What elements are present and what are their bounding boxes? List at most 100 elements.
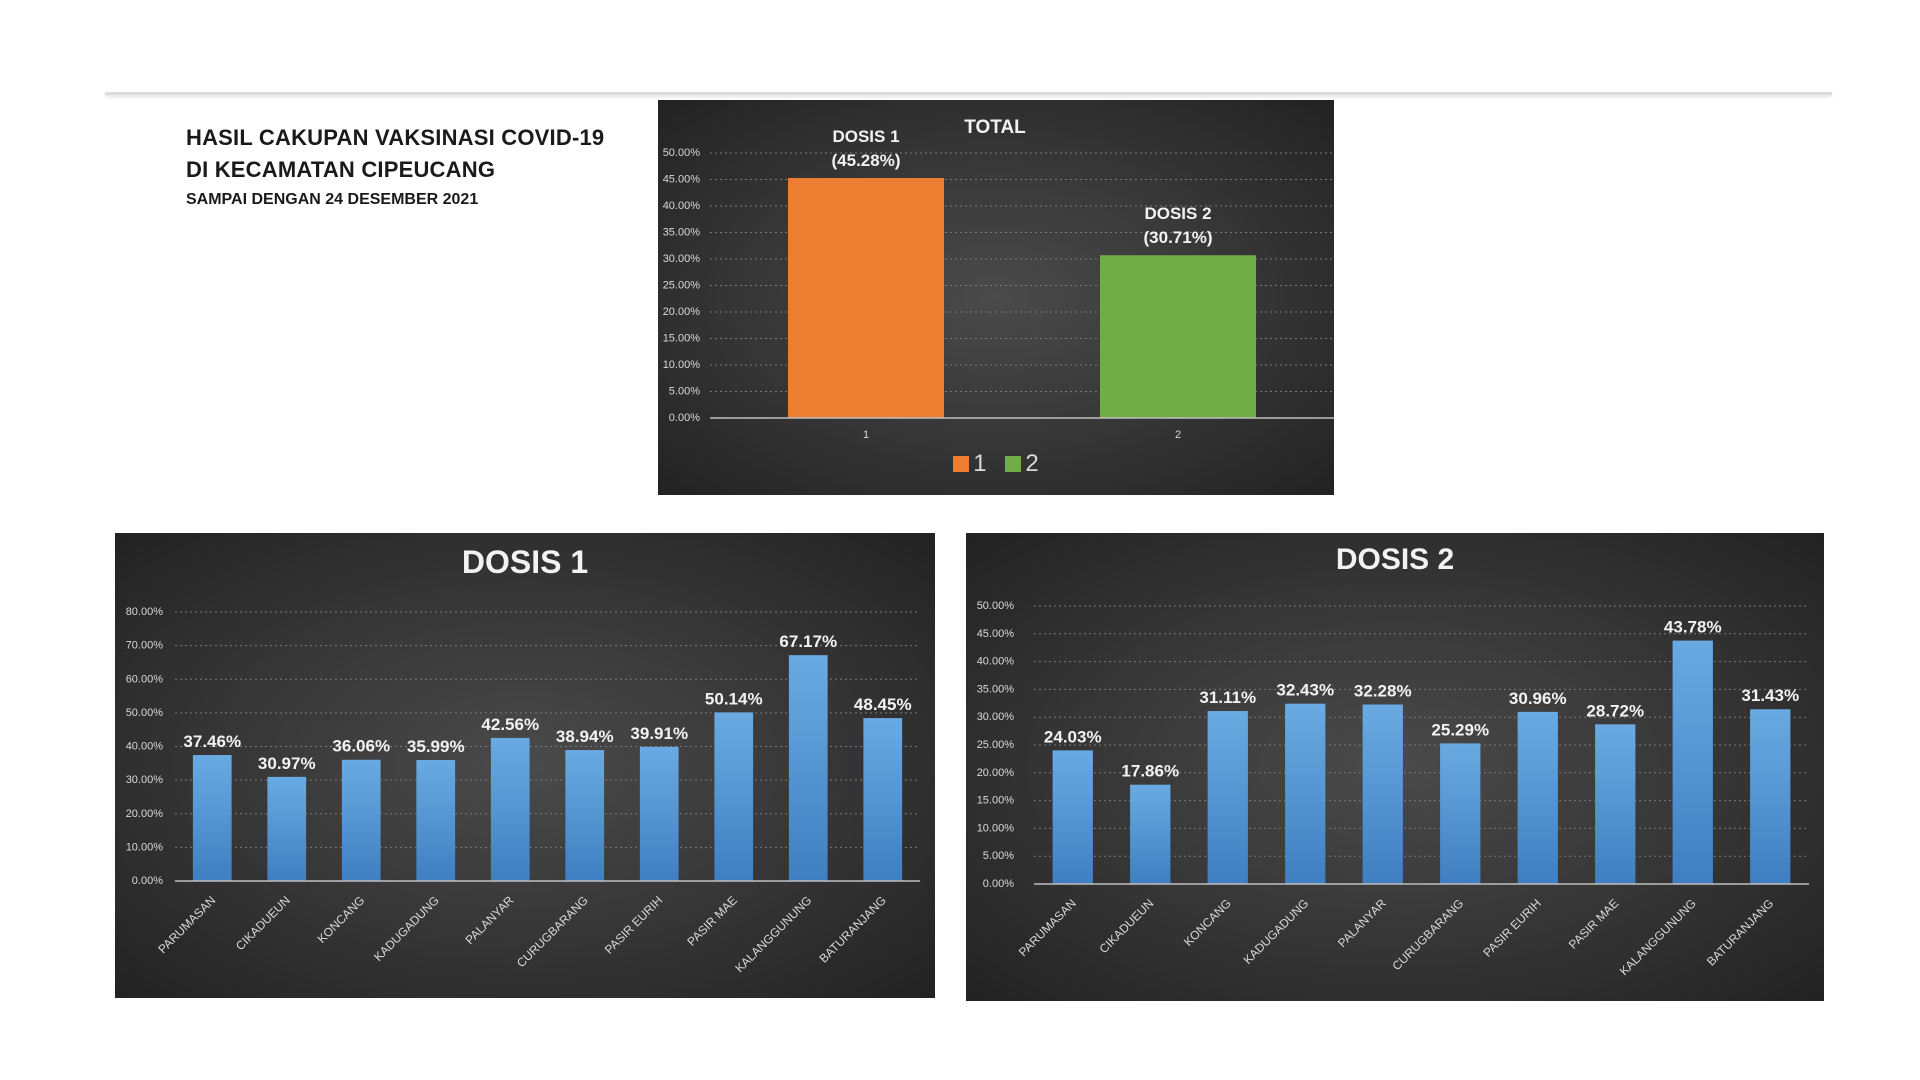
- chart-dosis2: 0.00% 5.00% 10.00% 15.00% 20.00% 25.00% 30.00%…: [977, 543, 1809, 978]
- legend-swatch-1: [953, 456, 970, 472]
- y-tick-label: 20.00%: [977, 767, 1015, 779]
- legend-item-2: 2: [1005, 450, 1039, 477]
- x-tick-label: CURUGBARANG: [514, 893, 591, 970]
- chart-title: TOTAL: [964, 117, 1026, 138]
- bar: [341, 759, 381, 881]
- data-label: 50.14%: [705, 689, 763, 708]
- chart-dosis1: 0.00% 10.00% 20.00% 30.00% 40.00% 50.00% 60.00…: [126, 544, 920, 975]
- chart-dosis2-panel: 0.00% 5.00% 10.00% 15.00% 20.00% 25.00% 30.00%…: [966, 533, 1824, 1001]
- x-tick-label: PALANYAR: [1335, 896, 1389, 950]
- y-tick-label: 20.00%: [126, 808, 164, 820]
- bar: [1595, 724, 1636, 884]
- heading-line-1: HASIL CAKUPAN VAKSINASI COVID-19: [186, 125, 605, 150]
- bar: [1517, 711, 1558, 884]
- data-label: 30.97%: [258, 754, 316, 773]
- y-tick-label: 50.00%: [663, 147, 701, 159]
- data-label: 39.91%: [630, 724, 688, 743]
- bar: [1440, 743, 1481, 884]
- y-tick-label: 0.00%: [669, 412, 700, 424]
- y-tick-label: 20.00%: [663, 306, 701, 318]
- legend-label-2: 2: [1025, 450, 1039, 477]
- bar: [1672, 640, 1713, 884]
- bar: [788, 655, 828, 881]
- y-tick-label: 15.00%: [977, 795, 1015, 807]
- data-label: 36.06%: [332, 737, 390, 756]
- chart-total-legend: 1 2: [658, 450, 1334, 478]
- data-label: 38.94%: [556, 727, 614, 746]
- y-tick-label: 10.00%: [663, 359, 701, 371]
- data-label-name: DOSIS 1: [832, 127, 899, 146]
- top-divider: [105, 92, 1832, 95]
- data-label: 31.11%: [1199, 688, 1256, 707]
- y-tick-label: 0.00%: [132, 875, 163, 887]
- x-tick-label: PASIR MAE: [684, 893, 739, 948]
- y-tick-label: 45.00%: [977, 628, 1015, 640]
- x-tick-label: CURUGBARANG: [1390, 896, 1467, 973]
- data-label: 30.96%: [1509, 689, 1567, 708]
- data-label: 28.72%: [1586, 701, 1644, 720]
- data-label: 67.17%: [779, 632, 837, 651]
- y-tick-label: 50.00%: [126, 707, 164, 719]
- x-tick-label: PALANYAR: [462, 893, 516, 947]
- chart-total: 0.00% 5.00% 10.00% 15.00% 20.00% 25.00% 30.00%…: [663, 117, 1334, 441]
- x-tick-label: BATURANJANG: [816, 893, 888, 965]
- chart-title: DOSIS 2: [1336, 543, 1454, 576]
- x-tick-label: PASIR MAE: [1566, 896, 1621, 951]
- data-label: (30.71%): [1144, 228, 1213, 247]
- bar: [1130, 784, 1171, 884]
- x-tick-label: KONCANG: [315, 893, 368, 946]
- y-tick-label: 25.00%: [663, 280, 701, 292]
- y-tick-label: 10.00%: [977, 822, 1015, 834]
- bar: [639, 746, 679, 881]
- bar: [1285, 703, 1326, 884]
- y-tick-label: 40.00%: [126, 741, 164, 753]
- legend-item-1: 1: [953, 450, 987, 477]
- bar: [1052, 750, 1093, 884]
- bar: [714, 712, 754, 881]
- heading-line-3: SAMPAI DENGAN 24 DESEMBER 2021: [186, 191, 479, 208]
- data-label: 37.46%: [183, 732, 241, 751]
- legend-label-1: 1: [973, 450, 987, 477]
- data-label: 24.03%: [1044, 727, 1102, 746]
- x-tick-label: CIKADUEUN: [1096, 896, 1156, 956]
- y-tick-label: 25.00%: [977, 739, 1015, 751]
- x-tick-label: KADUGADUNG: [1241, 896, 1312, 967]
- y-tick-label: 35.00%: [977, 683, 1015, 695]
- data-label: 35.99%: [407, 737, 465, 756]
- y-tick-label: 40.00%: [977, 656, 1015, 668]
- x-tick-label: KONCANG: [1181, 896, 1234, 949]
- x-tick-label: KADUGADUNG: [371, 893, 442, 964]
- data-label: 32.28%: [1354, 682, 1412, 701]
- x-tick-label: PASIR EURIH: [602, 893, 665, 956]
- y-tick-label: 15.00%: [663, 333, 701, 345]
- x-tick-label: PARUMASAN: [155, 893, 218, 956]
- y-tick-label: 35.00%: [663, 227, 701, 239]
- bar: [416, 759, 456, 881]
- x-tick-label: BATURANJANG: [1704, 896, 1776, 968]
- y-tick-label: 60.00%: [126, 673, 164, 685]
- x-tick-label: KALANGGUNUNG: [1617, 896, 1699, 978]
- chart-dosis1-panel: 0.00% 10.00% 20.00% 30.00% 40.00% 50.00% 60.00…: [115, 533, 935, 998]
- x-tick-label: KALANGGUNUNG: [732, 893, 814, 975]
- heading-line-2: DI KECAMATAN CIPEUCANG: [186, 157, 496, 182]
- chart-total-panel: 0.00% 5.00% 10.00% 15.00% 20.00% 25.00% 30.00%…: [658, 100, 1334, 495]
- data-label: 32.43%: [1276, 681, 1334, 700]
- report-heading: HASIL CAKUPAN VAKSINASI COVID-19 DI KECA…: [186, 122, 604, 212]
- y-tick-label: 45.00%: [663, 174, 701, 186]
- y-tick-label: 5.00%: [669, 386, 700, 398]
- y-tick-label: 10.00%: [126, 841, 164, 853]
- y-tick-label: 5.00%: [983, 850, 1014, 862]
- bar: [192, 755, 232, 881]
- y-tick-label: 50.00%: [977, 600, 1015, 612]
- legend-swatch-2: [1005, 456, 1022, 472]
- data-label: 17.86%: [1121, 762, 1179, 781]
- y-tick-label: 0.00%: [983, 878, 1014, 890]
- chart-title: DOSIS 1: [462, 544, 588, 580]
- data-label: 48.45%: [854, 695, 912, 714]
- bar: [490, 737, 530, 881]
- y-tick-label: 30.00%: [663, 253, 701, 265]
- data-label: 25.29%: [1431, 720, 1489, 739]
- data-label: (45.28%): [832, 151, 901, 170]
- data-label: 43.78%: [1664, 618, 1722, 637]
- bar: [267, 776, 307, 881]
